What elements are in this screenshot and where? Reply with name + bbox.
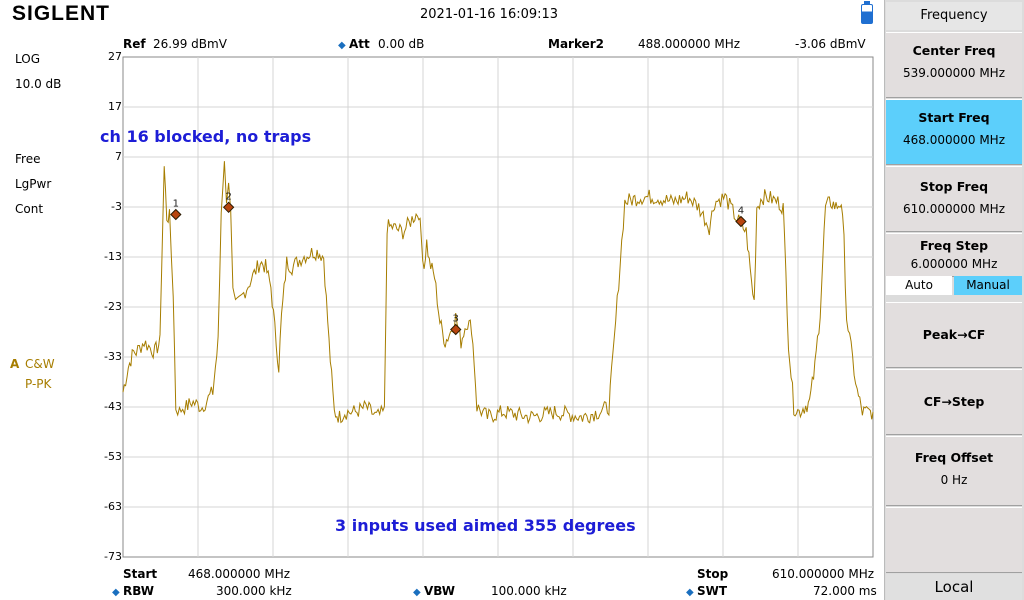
- marker-label: 2: [225, 191, 231, 202]
- marker-diamond: [735, 215, 747, 228]
- marker-label: 4: [738, 206, 744, 217]
- swt-value: 72.000 ms: [813, 584, 877, 598]
- rbw-label: RBW: [123, 584, 154, 598]
- start-freq-value: 468.000000 MHz: [902, 133, 1006, 147]
- y-tick-label: -13: [104, 250, 122, 263]
- y-tick-label: -33: [104, 350, 122, 363]
- start-freq-label: Start Freq: [918, 110, 990, 125]
- ref-value: 26.99 dBmV: [153, 37, 227, 51]
- marker-label: 1: [173, 199, 179, 210]
- peak-to-cf-key[interactable]: Peak→CF: [886, 302, 1022, 368]
- datetime: 2021-01-16 16:09:13: [420, 7, 559, 22]
- detector-mode: LgPwr: [15, 177, 52, 191]
- brand-logo: SIGLENT: [12, 2, 111, 25]
- freq-step-label: Freq Step: [919, 238, 989, 253]
- empty-key[interactable]: [886, 507, 1022, 573]
- sweep-mode: Cont: [15, 202, 44, 216]
- stop-label: Stop: [697, 567, 729, 581]
- stop-freq-label: Stop Freq: [919, 179, 989, 194]
- start-freq-key[interactable]: Start Freq 468.000000 MHz: [886, 99, 1022, 165]
- battery-icon: [861, 1, 873, 24]
- marker-label: 3: [453, 314, 459, 325]
- scale-type: LOG: [15, 52, 41, 66]
- trace-detector: P-PK: [25, 377, 52, 391]
- y-tick-label: -63: [104, 500, 122, 513]
- vbw-diamond-icon: ◆: [413, 587, 421, 598]
- trace-line: [122, 161, 874, 425]
- trace-id: A: [10, 357, 20, 371]
- y-tick-label: 7: [115, 150, 122, 163]
- stop-value: 610.000000 MHz: [772, 567, 875, 581]
- freq-step-value: 6.000000 MHz: [910, 257, 998, 271]
- marker-level: -3.06 dBmV: [795, 37, 866, 51]
- peak-to-cf-label: Peak→CF: [922, 327, 986, 342]
- annotation-bottom: 3 inputs used aimed 355 degrees: [335, 516, 636, 535]
- start-label: Start: [123, 567, 158, 581]
- freq-offset-key[interactable]: Freq Offset 0 Hz: [886, 436, 1022, 506]
- freq-offset-label: Freq Offset: [914, 450, 994, 465]
- center-freq-value: 539.000000 MHz: [902, 66, 1006, 80]
- marker-diamond: [170, 208, 182, 221]
- step-auto-toggle[interactable]: Auto: [886, 276, 952, 295]
- att-value: 0.00 dB: [378, 37, 425, 51]
- swt-diamond-icon: ◆: [686, 587, 694, 598]
- y-tick-label: -43: [104, 400, 122, 413]
- vbw-value: 100.000 kHz: [491, 584, 567, 598]
- att-diamond-icon: ◆: [338, 40, 346, 51]
- marker-label: Marker2: [548, 37, 605, 51]
- center-freq-label: Center Freq: [912, 43, 996, 58]
- local-button[interactable]: Local: [886, 574, 1022, 600]
- start-value: 468.000000 MHz: [188, 567, 291, 581]
- stop-freq-key[interactable]: Stop Freq 610.000000 MHz: [886, 166, 1022, 232]
- cf-to-step-label: CF→Step: [923, 394, 985, 409]
- y-tick-label: 17: [108, 100, 122, 113]
- freq-offset-value: 0 Hz: [940, 473, 968, 487]
- center-freq-key[interactable]: Center Freq 539.000000 MHz: [886, 32, 1022, 98]
- y-tick-label: -53: [104, 450, 122, 463]
- marker-diamond: [450, 323, 462, 336]
- ref-label: Ref: [123, 37, 146, 51]
- marker-diamond: [222, 201, 235, 214]
- y-tick-label: 27: [108, 50, 122, 63]
- stop-freq-value: 610.000000 MHz: [902, 202, 1006, 216]
- rbw-diamond-icon: ◆: [112, 587, 120, 598]
- annotation-top: ch 16 blocked, no traps: [100, 127, 312, 146]
- y-tick-label: -23: [104, 300, 122, 313]
- trace-mode: C&W: [25, 357, 55, 371]
- scale-div: 10.0 dB: [15, 77, 62, 91]
- vbw-label: VBW: [424, 584, 456, 598]
- step-manual-toggle[interactable]: Manual: [954, 276, 1022, 295]
- marker-freq: 488.000000 MHz: [638, 37, 741, 51]
- menu-title: Frequency: [886, 2, 1022, 30]
- spectrum-plot[interactable]: 1 2 3 4: [0, 0, 884, 570]
- y-tick-label: -3: [111, 200, 122, 213]
- rbw-value: 300.000 kHz: [216, 584, 292, 598]
- freq-step-key[interactable]: Freq Step 6.000000 MHz: [886, 233, 1022, 277]
- trigger-mode: Free: [15, 152, 41, 166]
- y-tick-label: -73: [104, 550, 122, 563]
- swt-label: SWT: [697, 584, 728, 598]
- cf-to-step-key[interactable]: CF→Step: [886, 369, 1022, 435]
- att-label: Att: [349, 37, 370, 51]
